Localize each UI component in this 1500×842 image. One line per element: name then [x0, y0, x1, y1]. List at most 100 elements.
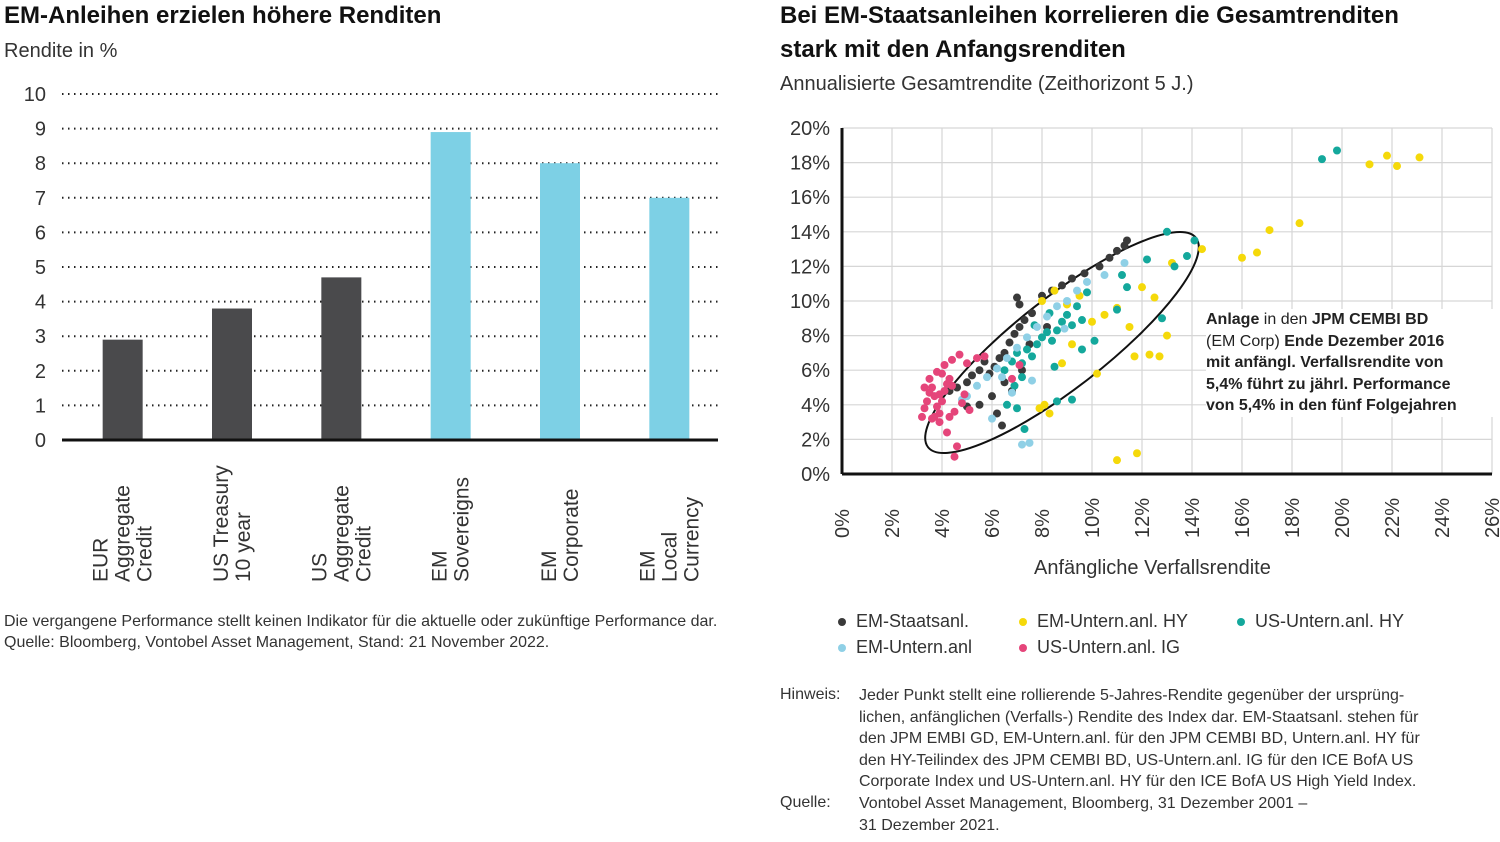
- bar-x-tick-label: US Treasury: [210, 465, 233, 582]
- bar-x-tick-label: Credit: [134, 526, 157, 582]
- scatter-point-em-untern-anl-hy: [1383, 151, 1391, 160]
- scatter-point-us-untern-anl-hy: [1078, 345, 1086, 354]
- bar-x-tick-label: EUR: [90, 538, 113, 582]
- scatter-point-em-staatsanl-: [1068, 274, 1076, 283]
- scatter-point-em-staatsanl-: [1113, 246, 1121, 255]
- bar-x-tick-label: Aggregate: [330, 485, 353, 582]
- scatter-point-em-staatsanl-: [1095, 262, 1104, 271]
- bar-x-tick-label: Currency: [680, 496, 703, 582]
- scatter-point-em-staatsanl-: [1015, 300, 1024, 309]
- scatter-point-em-staatsanl-: [993, 409, 1001, 418]
- scatter-point-em-untern-anl-hy: [1050, 286, 1059, 295]
- scatter-point-em-untern-anl: [1100, 271, 1109, 280]
- scatter-x-tick-label: 20%: [1332, 498, 1354, 538]
- scatter-point-em-untern-anl-hy: [1113, 456, 1121, 465]
- scatter-x-tick-label: 24%: [1432, 498, 1454, 538]
- scatter-x-tick-label: 0%: [832, 509, 854, 538]
- scatter-point-us-untern-anl-ig: [958, 399, 966, 408]
- scatter-point-em-staatsanl-: [998, 421, 1006, 430]
- scatter-point-us-untern-anl-ig: [920, 383, 929, 392]
- bar-em-corporate: [540, 163, 580, 440]
- scatter-point-us-untern-anl-hy: [1123, 283, 1131, 292]
- note-line: Jeder Punkt stellt eine rollierende 5-Ja…: [859, 687, 1405, 704]
- scatter-x-axis-label: Anfängliche Verfallsrendite: [1034, 557, 1271, 579]
- scatter-y-tick-label: 8%: [801, 326, 830, 348]
- scatter-point-em-untern-anl: [1063, 297, 1071, 305]
- scatter-point-us-untern-anl-hy: [1053, 397, 1061, 406]
- legend-marker: [838, 643, 846, 652]
- scatter-point-em-staatsanl-: [995, 354, 1004, 363]
- scatter-point-em-untern-anl: [1083, 277, 1091, 286]
- bar-y-tick-label: 4: [35, 292, 46, 314]
- annotation-date: Ende Dezember 2016: [1284, 332, 1445, 350]
- scatter-point-us-untern-anl-ig: [940, 361, 949, 370]
- scatter-point-us-untern-anl-hy: [1113, 305, 1121, 314]
- scatter-point-em-untern-anl: [973, 381, 981, 390]
- scatter-point-em-untern-anl-hy: [1100, 310, 1109, 319]
- source-line: Vontobel Asset Management, Bloomberg, 31…: [859, 795, 1308, 812]
- scatter-point-us-untern-anl-hy: [1078, 316, 1086, 325]
- legend-marker: [1019, 643, 1027, 652]
- source-label: Quelle:: [780, 794, 831, 811]
- source-text: Vontobel Asset Management, Bloomberg, 31…: [859, 793, 1307, 836]
- scatter-point-us-untern-anl-hy: [1143, 255, 1151, 264]
- right-chart-subtitle: Annualisierte Gesamtrendite (Zeithorizon…: [780, 73, 1194, 95]
- scatter-point-us-untern-anl-ig: [1015, 361, 1024, 370]
- bar-em-local-currency: [649, 197, 690, 440]
- scatter-point-us-untern-anl-ig: [948, 381, 956, 390]
- scatter-point-em-untern-anl-hy: [1138, 283, 1146, 292]
- scatter-point-us-untern-anl-hy: [1053, 326, 1061, 335]
- scatter-point-em-untern-anl: [988, 414, 996, 423]
- scatter-point-us-untern-anl-hy: [1073, 302, 1081, 311]
- scatter-point-em-untern-anl-hy: [1145, 350, 1154, 359]
- scatter-point-us-untern-anl-hy: [1043, 328, 1051, 337]
- scatter-point-us-untern-anl-ig: [935, 418, 944, 427]
- legend-item: EM-Untern.anl: [838, 637, 972, 658]
- scatter-point-us-untern-anl-ig: [960, 390, 969, 399]
- scatter-point-us-untern-anl-ig: [980, 352, 989, 361]
- scatter-point-em-untern-anl: [1008, 388, 1016, 397]
- bar-y-tick-label: 5: [35, 257, 46, 279]
- scatter-point-em-untern-anl: [1003, 354, 1011, 363]
- scatter-point-us-untern-anl-hy: [1013, 404, 1021, 413]
- legend-label: EM-Staatsanl.: [856, 611, 970, 631]
- scatter-y-tick-label: 6%: [801, 360, 830, 382]
- scatter-point-us-untern-anl-ig: [950, 452, 959, 461]
- scatter-point-us-untern-anl-ig: [950, 407, 959, 416]
- right-chart-title-line2: stark mit den Anfangsrenditen: [780, 36, 1126, 63]
- legend-marker: [838, 617, 846, 626]
- legend-label: EM-Untern.anl: [856, 637, 973, 657]
- bar-y-tick-label: 0: [35, 430, 46, 452]
- scatter-point-us-untern-anl-hy: [1090, 336, 1099, 345]
- scatter-point-em-staatsanl-: [1080, 269, 1089, 278]
- scatter-point-em-untern-anl: [1025, 438, 1034, 447]
- annotation-line4: 5,4% führt zu jährl. Performance: [1206, 375, 1451, 393]
- scatter-point-em-untern-anl-hy: [1265, 226, 1274, 235]
- bar-y-tick-label: 8: [35, 153, 46, 175]
- scatter-point-em-staatsanl-: [1020, 316, 1029, 325]
- scatter-point-us-untern-anl-hy: [1083, 288, 1091, 297]
- scatter-point-us-untern-anl-ig: [928, 383, 936, 392]
- scatter-y-tick-label: 0%: [801, 464, 830, 486]
- scatter-point-us-untern-anl-hy: [1033, 340, 1041, 349]
- note-label: Hinweis:: [780, 686, 841, 703]
- scatter-point-us-untern-anl-ig: [945, 412, 954, 421]
- legend-label: US-Untern.anl. IG: [1037, 637, 1181, 657]
- scatter-point-us-untern-anl-hy: [1158, 314, 1166, 323]
- scatter-point-us-untern-anl-ig: [943, 428, 951, 437]
- scatter-point-us-untern-anl-ig: [938, 369, 946, 378]
- bar-x-tick-label: 10 year: [232, 512, 255, 582]
- note-line: lichen, anfänglichen (Verfalls-) Rendite…: [859, 708, 1419, 726]
- scatter-x-tick-label: 4%: [932, 509, 954, 538]
- bar-eur-aggregate-credit: [102, 339, 143, 440]
- scatter-chart: 0% 2% 4% 6% 8% 10% 12% 14% 16% 18% 20% 0% 2% 4% 6% 8% 10…: [790, 118, 1500, 538]
- scatter-point-em-untern-anl: [1023, 333, 1031, 342]
- bar-x-tick-label: EM: [636, 551, 659, 583]
- bar-y-tick-label: 7: [35, 188, 46, 210]
- scatter-point-us-untern-anl-hy: [1118, 271, 1126, 280]
- scatter-point-us-untern-anl-ig: [918, 412, 926, 421]
- scatter-point-us-untern-anl-hy: [1010, 381, 1019, 390]
- bar-y-tick-label: 2: [35, 361, 46, 383]
- scatter-y-tick-label: 20%: [790, 118, 830, 140]
- scatter-annotation: Anlage in den JPM CEMBI BD (EM Corp) End…: [1206, 309, 1496, 417]
